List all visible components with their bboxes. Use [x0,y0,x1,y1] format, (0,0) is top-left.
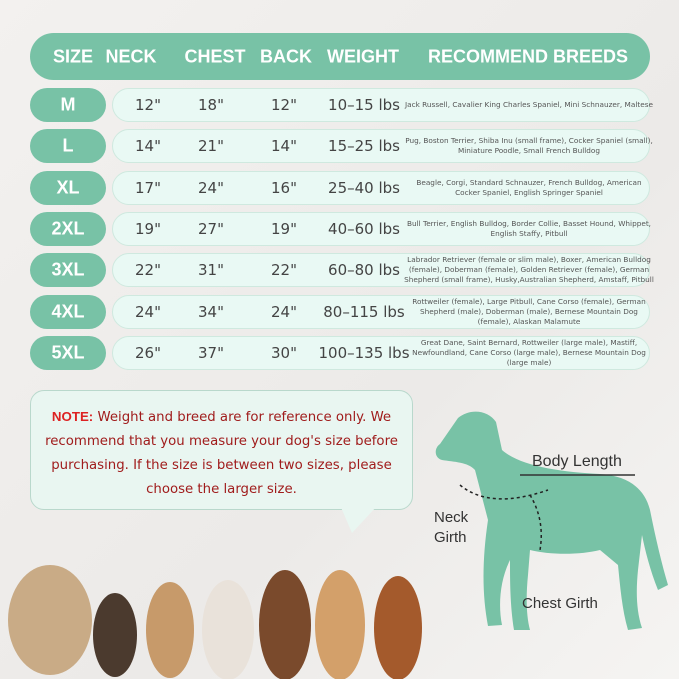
weight-value: 10–15 lbs [328,96,400,114]
chest-girth-label: Chest Girth [522,595,598,612]
chest-value: 24" [198,178,224,197]
dog-measurement-diagram [435,411,668,630]
size-label: 2XL [51,218,85,239]
size-label: 5XL [51,342,85,363]
back-value: 12" [271,96,297,114]
header-back: BACK [260,46,312,66]
size-label: 4XL [51,301,85,321]
speech-bubble-tail [340,505,378,533]
weight-value: 40–60 lbs [328,219,400,238]
body-length-label: Body Length [532,453,622,470]
size-row: 4XL 24" 34" 24" 80–115 lbs Rottweiler (female… [30,294,650,329]
size-pill: 2XL [30,211,106,246]
breeds-value: Great Dane, Saint Bernard, Rottweiler (l… [412,337,646,367]
size-label: M [60,94,76,115]
neck-value: 24" [135,302,161,321]
breeds-value: Labrador Retriever (female or slim male)… [404,255,654,285]
size-row: 3XL 22" 31" 22" 60–80 lbs Labrador Retriever … [30,253,654,288]
dog-silhouette [435,411,668,630]
back-value: 22" [271,261,297,280]
neck-value: 26" [135,343,161,362]
chest-value: 27" [198,219,224,238]
note-box: NOTE: Weight and breed are for reference… [30,390,413,510]
size-row: 2XL 19" 27" 19" 40–60 lbs Bull Terrier, Engli… [30,211,651,246]
size-values: 24" 34" 24" 80–115 lbs Rottweiler (female), … [112,294,650,329]
size-label: XL [56,177,80,198]
neck-value: 19" [135,219,161,238]
weight-value: 60–80 lbs [328,261,400,280]
neck-value: 22" [135,261,161,280]
breeds-value: Jack Russell, Cavalier King Charles Span… [405,100,653,109]
size-row: L 14" 21" 14" 15–25 lbs Pug, Boston Terrier, … [30,129,653,164]
back-value: 19" [271,219,297,238]
size-values: 26" 37" 30" 100–135 lbs Great Dane, Saint Be… [112,335,650,370]
size-pill: 5XL [30,335,106,370]
header-neck: NECK [105,46,157,66]
size-pill: XL [30,170,106,205]
neck-value: 17" [135,178,161,197]
neck-value: 12" [135,96,161,114]
note-text: Weight and breed are for reference only.… [45,410,398,497]
chest-value: 18" [198,96,224,114]
back-value: 14" [271,137,297,156]
size-row: M 12" 18" 12" 10–15 lbs Jack Russell, Cavalie… [30,88,653,122]
breeds-value: Rottweiler (female), Large Pitbull, Cane… [412,296,646,326]
header-size: SIZE [52,46,94,66]
weight-value: 80–115 lbs [323,302,405,321]
size-values: 22" 31" 22" 60–80 lbs Labrador Retriever (fe… [112,253,654,288]
breeds-value: Bull Terrier, English Bulldog, Border Co… [406,218,652,238]
size-values: 17" 24" 16" 25–40 lbs Beagle, Corgi, Standar… [112,170,650,205]
size-pill: 3XL [30,253,106,288]
back-value: 30" [271,343,297,362]
size-row: XL 17" 24" 16" 25–40 lbs Beagle, Corgi, Stand… [30,170,650,205]
chest-value: 34" [198,302,224,321]
size-values: 14" 21" 14" 15–25 lbs Pug, Boston Terrier, S… [112,129,653,164]
neck-value: 14" [135,137,161,156]
back-value: 16" [271,178,297,197]
size-label: 3XL [51,259,85,280]
weight-value: 15–25 lbs [328,137,400,156]
header-recommend-breeds: RECOMMEND BREEDS [427,46,629,66]
header-chest: CHEST [184,46,246,66]
header-weight: WEIGHT [327,46,399,66]
weight-value: 25–40 lbs [328,178,400,197]
note-label: NOTE: [51,409,94,424]
size-row: 5XL 26" 37" 30" 100–135 lbs Great Dane, Saint… [30,335,650,370]
size-pill: M [30,88,106,122]
weight-value: 100–135 lbs [318,343,410,362]
size-label: L [62,135,74,156]
size-pill: 4XL [30,294,106,329]
size-chart-header: SIZE NECK CHEST BACK WEIGHT RECOMMEND BREEDS [30,33,650,80]
breeds-value: Beagle, Corgi, Standard Schnauzer, Frenc… [416,177,642,197]
back-value: 24" [271,302,297,321]
size-values: 19" 27" 19" 40–60 lbs Bull Terrier, English … [112,211,651,246]
size-pill: L [30,129,106,164]
size-values: 12" 18" 12" 10–15 lbs Jack Russell, Cavalier… [112,88,653,122]
chest-value: 31" [198,261,224,280]
breeds-value: Pug, Boston Terrier, Shiba Inu (small fr… [405,136,653,156]
chest-value: 21" [198,137,224,156]
neck-girth-label: Neck Girth [434,509,469,546]
chest-value: 37" [198,343,224,362]
dogs-photo [8,565,422,679]
